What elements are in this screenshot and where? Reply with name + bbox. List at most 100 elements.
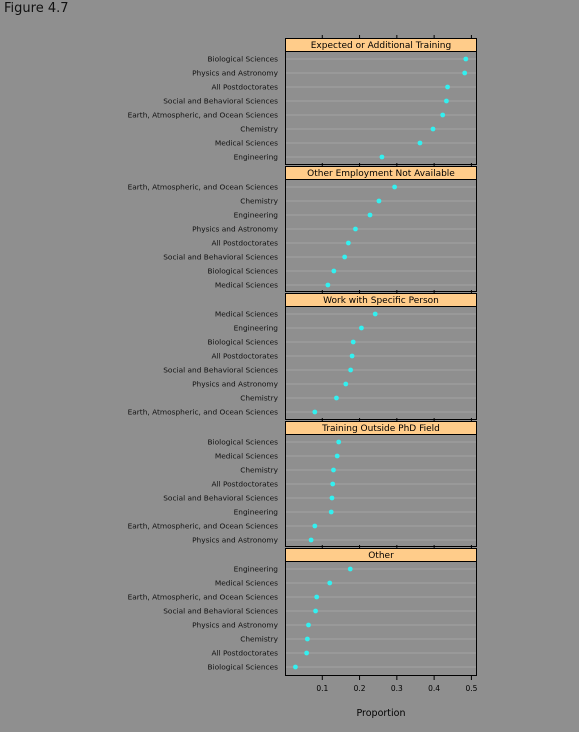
category-label: Physics and Astronomy xyxy=(192,536,279,545)
panel-strip xyxy=(285,421,477,435)
category-label: Engineering xyxy=(234,508,279,517)
data-point xyxy=(334,395,339,401)
data-point xyxy=(444,98,449,104)
category-label: Biological Sciences xyxy=(208,663,279,672)
category-label: All Postdoctorates xyxy=(211,480,278,489)
data-point xyxy=(312,523,318,529)
category-label: Earth, Atmospheric, and Ocean Sciences xyxy=(128,183,279,192)
category-label: Engineering xyxy=(234,565,279,574)
data-point xyxy=(345,240,351,246)
category-label: All Postdoctorates xyxy=(211,649,278,658)
data-point xyxy=(350,339,356,345)
panel-title: Expected or Additional Training xyxy=(311,41,451,51)
panel-background xyxy=(285,561,477,676)
panel-title: Work with Specific Person xyxy=(323,296,439,306)
panel-background xyxy=(285,179,477,292)
category-label: Chemistry xyxy=(240,197,278,206)
data-point xyxy=(293,664,298,670)
data-point xyxy=(313,608,318,614)
category-label: Social and Behavioral Sciences xyxy=(163,253,278,262)
data-point xyxy=(348,367,354,373)
data-point xyxy=(392,184,398,190)
data-point xyxy=(312,409,318,415)
data-point xyxy=(343,381,349,387)
x-tick-label: 0.3 xyxy=(391,684,403,693)
panel-strip xyxy=(285,293,477,307)
data-point xyxy=(306,622,311,628)
category-label: Biological Sciences xyxy=(208,338,279,347)
data-point xyxy=(342,254,348,260)
panel-strip xyxy=(285,38,477,52)
panel-background xyxy=(285,434,477,547)
panel-title: Other Employment Not Available xyxy=(307,169,455,179)
data-point xyxy=(417,140,423,146)
category-label: Social and Behavioral Sciences xyxy=(163,97,278,106)
data-point xyxy=(349,353,355,359)
category-label: Physics and Astronomy xyxy=(192,69,279,78)
category-label: Medical Sciences xyxy=(215,310,278,319)
data-point xyxy=(376,198,382,204)
category-label: All Postdoctorates xyxy=(211,352,278,361)
category-label: Earth, Atmospheric, and Ocean Sciences xyxy=(128,408,279,417)
category-label: Biological Sciences xyxy=(208,267,279,276)
category-label: Physics and Astronomy xyxy=(192,380,279,389)
data-point xyxy=(331,467,336,473)
data-point xyxy=(379,154,385,160)
data-point xyxy=(327,580,333,586)
x-tick-label: 0.5 xyxy=(465,684,477,693)
category-label: All Postdoctorates xyxy=(211,83,278,92)
category-label: Medical Sciences xyxy=(215,579,278,588)
data-point xyxy=(331,268,337,274)
data-point xyxy=(430,126,436,132)
data-point xyxy=(367,212,373,218)
data-point xyxy=(304,650,310,656)
data-point xyxy=(347,566,353,572)
panel-strip xyxy=(285,548,477,562)
category-label: Earth, Atmospheric, and Ocean Sciences xyxy=(128,111,279,120)
x-tick-label: 0.2 xyxy=(354,684,366,693)
category-label: Social and Behavioral Sciences xyxy=(163,366,278,375)
x-tick-label: 0.4 xyxy=(428,684,440,693)
data-point xyxy=(462,70,468,76)
data-point xyxy=(328,509,334,515)
category-label: Biological Sciences xyxy=(208,55,279,64)
category-label: Earth, Atmospheric, and Ocean Sciences xyxy=(128,522,279,531)
data-point xyxy=(359,325,364,331)
x-tick-label: 0.1 xyxy=(316,684,328,693)
panel-background xyxy=(285,51,477,165)
data-point xyxy=(372,311,378,317)
data-point xyxy=(308,537,314,543)
category-label: Chemistry xyxy=(240,635,278,644)
category-label: Chemistry xyxy=(240,125,278,134)
data-point xyxy=(314,594,320,600)
category-label: Chemistry xyxy=(240,394,278,403)
category-label: Engineering xyxy=(234,324,279,333)
category-label: Medical Sciences xyxy=(215,139,278,148)
category-label: All Postdoctorates xyxy=(211,239,278,248)
figure-title: Figure 4.7 xyxy=(4,1,69,16)
x-axis-title: Proportion xyxy=(356,708,405,719)
panel-background xyxy=(285,306,477,420)
data-point xyxy=(329,495,335,501)
category-label: Engineering xyxy=(234,153,279,162)
panel-title: Training Outside PhD Field xyxy=(321,424,440,434)
data-point xyxy=(440,112,446,118)
category-label: Earth, Atmospheric, and Ocean Sciences xyxy=(128,593,279,602)
panel-strip xyxy=(285,166,477,180)
data-point xyxy=(330,481,336,487)
data-point xyxy=(336,439,342,445)
data-point xyxy=(445,84,450,90)
category-label: Social and Behavioral Sciences xyxy=(163,607,278,616)
category-label: Medical Sciences xyxy=(215,281,278,290)
data-point xyxy=(334,453,340,459)
data-point xyxy=(304,636,310,642)
panel-title: Other xyxy=(368,551,394,561)
category-label: Physics and Astronomy xyxy=(192,225,279,234)
category-label: Engineering xyxy=(234,211,279,220)
data-point xyxy=(325,282,331,288)
data-point xyxy=(463,56,469,62)
category-label: Medical Sciences xyxy=(215,452,278,461)
category-label: Biological Sciences xyxy=(208,438,279,447)
category-label: Social and Behavioral Sciences xyxy=(163,494,278,503)
